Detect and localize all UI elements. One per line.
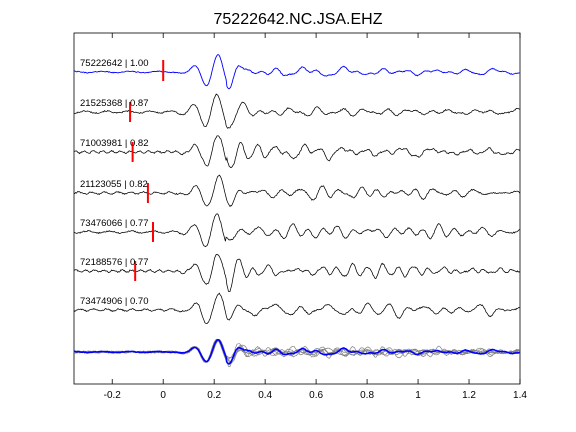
trace-72188576 xyxy=(73,253,520,292)
x-tick-label: 1.4 xyxy=(513,390,527,401)
stack-overlay-panel xyxy=(73,338,520,367)
x-tick-label: 0.4 xyxy=(258,390,272,401)
pick-marker-layer xyxy=(129,60,165,281)
trace-label-73474906: 73474906 | 0.70 xyxy=(80,296,149,307)
template-label: 75222642 | 1.00 xyxy=(80,58,149,69)
x-tick-label: 0.6 xyxy=(309,390,323,401)
stack-template-trace xyxy=(73,339,520,365)
x-tick-label: -0.2 xyxy=(104,390,122,401)
trace-label-layer: 75222642 | 1.00 21525368 | 0.87 71003981 |… xyxy=(80,58,149,307)
x-tick-label: 1.2 xyxy=(462,390,476,401)
chart-title: 75222642.NC.JSA.EHZ xyxy=(214,11,383,28)
trace-73476066 xyxy=(73,213,520,248)
trace-label-21525368: 21525368 | 0.87 xyxy=(80,98,149,109)
trace-21525368 xyxy=(73,93,520,129)
template-trace xyxy=(73,54,520,90)
plot-area-frame xyxy=(73,32,521,385)
trace-71003981 xyxy=(74,135,521,169)
x-tick-label: 0 xyxy=(160,390,166,401)
x-tick-label: 1 xyxy=(415,390,421,401)
trace-label-73476066: 73476066 | 0.77 xyxy=(80,218,149,229)
x-tick-label: 0.8 xyxy=(360,390,374,401)
trace-73474906 xyxy=(73,292,520,324)
trace-label-72188576: 72188576 | 0.77 xyxy=(80,257,149,268)
trace-label-71003981: 71003981 | 0.82 xyxy=(80,138,149,149)
x-axis: -0.2 0 0.2 0.4 0.6 0.8 1 1.2 1.4 xyxy=(104,33,527,401)
trace-label-21123055: 21123055 | 0.82 xyxy=(80,179,148,190)
x-tick-label: 0.2 xyxy=(207,390,221,401)
